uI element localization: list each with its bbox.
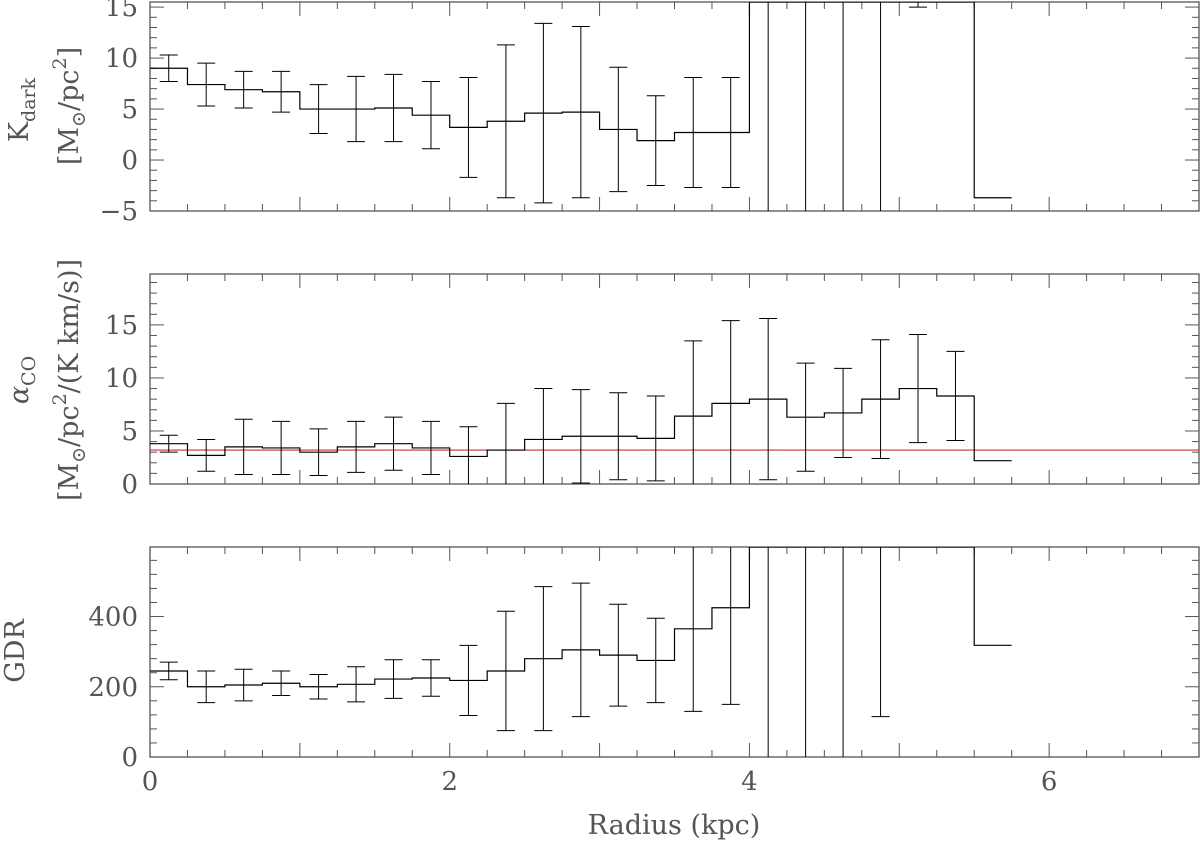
plot-frame [149, 1, 1200, 212]
y-label-alpha-co: αCO [4, 356, 40, 404]
y-unit-alpha-co-exp: 2 [49, 393, 71, 405]
y-tick-label: 400 [88, 603, 138, 633]
panel-kdark: −5 0 5 10 15 [100, 0, 1200, 227]
y-tick-label: 5 [121, 95, 138, 125]
y-label-kdark-sub: dark [18, 77, 40, 122]
y-tick-label: 200 [88, 673, 138, 703]
x-tick-label: 4 [741, 767, 758, 797]
y-tick-label: −5 [100, 197, 138, 227]
y-unit-kdark-close: ] [54, 47, 85, 58]
y-label-gdr: GDR [0, 619, 31, 683]
y-unit-alpha-co-sun: ⊙ [68, 447, 90, 463]
y-unit-alpha-co-main: [M [54, 463, 85, 501]
y-unit-kdark-main: [M [54, 127, 85, 165]
step-series [150, 547, 1012, 688]
panel-gdr: 0 200 400 0 2 4 6 [88, 546, 1200, 797]
y-label-alpha-co-main: α [4, 386, 35, 404]
panel-alpha-co: 0 5 10 15 [105, 273, 1200, 500]
y-tick-label: 5 [121, 417, 138, 447]
x-tick-label: 2 [441, 767, 458, 797]
y-tick-label: 15 [105, 0, 138, 23]
y-unit-kdark-exp: 2 [49, 57, 71, 69]
x-tick-label: 0 [142, 767, 159, 797]
y-unit-kdark: [M⊙/pc2] [49, 47, 90, 165]
y-tick-label: 0 [121, 146, 138, 176]
y-unit-alpha-co-close: /(K km/s)] [54, 259, 85, 393]
y-label-kdark-main: K [4, 121, 35, 142]
y-unit-kdark-rest: /pc [54, 70, 85, 112]
y-label-kdark: Kdark [4, 77, 40, 142]
y-tick-label: 0 [121, 743, 138, 773]
y-unit-alpha-co-rest: /pc [54, 405, 85, 447]
y-tick-label: 0 [121, 470, 138, 500]
step-series [150, 2, 1012, 199]
y-tick-label: 10 [105, 44, 138, 74]
x-tick-label: 6 [1041, 767, 1058, 797]
x-axis-label: Radius (kpc) [588, 810, 761, 841]
y-unit-alpha-co: [M⊙/pc2/(K km/s)] [49, 259, 90, 501]
y-tick-label: 10 [105, 364, 138, 394]
y-unit-kdark-sun: ⊙ [68, 111, 90, 127]
y-tick-label: 15 [105, 311, 138, 341]
step-series [150, 387, 1012, 462]
y-label-alpha-co-sub: CO [18, 356, 40, 386]
